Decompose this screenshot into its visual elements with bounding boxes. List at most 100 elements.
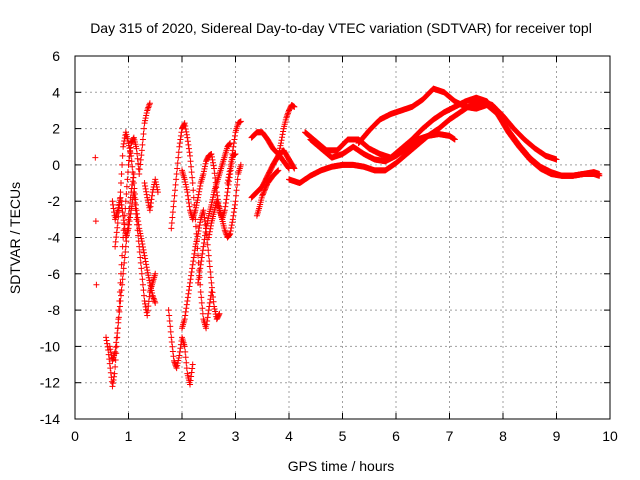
data-point-marker	[226, 232, 233, 239]
data-point-marker	[215, 311, 222, 318]
data-point-marker	[229, 147, 236, 154]
data-point-marker	[144, 267, 151, 274]
data-point-marker	[140, 246, 147, 253]
data-point-marker	[142, 255, 149, 262]
data-point-marker	[144, 307, 151, 314]
data-point-marker	[120, 212, 127, 219]
data-point-marker	[228, 222, 235, 229]
data-point-marker	[173, 365, 180, 372]
data-point-marker	[143, 261, 150, 268]
data-point-marker	[127, 150, 134, 157]
data-point-marker	[107, 369, 114, 376]
data-point-marker	[149, 292, 156, 299]
data-point-marker	[132, 201, 139, 208]
data-point-marker	[203, 321, 210, 328]
data-point-marker	[192, 223, 199, 230]
data-point-marker	[181, 176, 188, 183]
data-point-marker	[107, 346, 114, 353]
data-point-marker	[142, 115, 149, 122]
data-point-marker	[278, 137, 285, 144]
data-point-marker	[177, 136, 184, 143]
data-point-marker	[195, 194, 202, 201]
data-point-marker	[175, 357, 182, 364]
data-point-marker	[227, 227, 234, 234]
data-point-marker	[124, 227, 131, 234]
data-point-marker	[184, 192, 191, 199]
data-point-marker	[119, 152, 126, 159]
data-point-marker	[183, 305, 190, 312]
data-point-marker	[134, 210, 141, 217]
data-point-marker	[119, 276, 126, 283]
data-point-marker	[139, 243, 146, 250]
data-point-marker	[139, 241, 146, 248]
data-point-marker	[177, 345, 184, 352]
data-point-marker	[204, 314, 211, 321]
data-point-marker	[127, 200, 134, 207]
data-point-marker	[176, 143, 183, 150]
data-point-marker	[146, 279, 153, 286]
data-point-marker	[171, 359, 178, 366]
data-point-marker	[200, 168, 207, 175]
data-point-marker	[210, 194, 217, 201]
y-tick-labels: -14 -12 -10 -8 -6 -4 -2 0 2 4 6	[40, 48, 60, 427]
data-point-marker	[137, 254, 144, 261]
data-point-marker	[115, 319, 122, 326]
data-point-marker	[201, 165, 208, 172]
data-point-marker	[147, 284, 154, 291]
data-point-marker	[261, 186, 268, 193]
data-point-marker	[142, 258, 149, 265]
data-point-marker	[193, 235, 200, 242]
data-point-marker	[136, 225, 143, 232]
data-point-marker	[274, 167, 281, 174]
data-point-marker	[225, 174, 232, 181]
x-tick-label: 9	[553, 428, 561, 444]
data-point-marker	[198, 299, 205, 306]
data-point-marker	[115, 204, 122, 211]
data-point-marker	[222, 230, 229, 237]
data-point-marker	[187, 158, 194, 165]
data-point-marker	[207, 268, 214, 275]
data-point-marker	[124, 221, 131, 228]
data-point-marker	[150, 294, 157, 301]
data-point-marker	[185, 141, 192, 148]
data-point-marker	[206, 228, 213, 235]
data-point-marker	[145, 103, 152, 110]
data-point-marker	[176, 348, 183, 355]
data-point-marker	[113, 343, 120, 350]
data-point-marker	[139, 141, 146, 148]
data-point-marker	[144, 194, 151, 201]
data-point-marker	[152, 270, 159, 277]
data-point-marker	[142, 185, 149, 192]
data-point-marker	[154, 186, 161, 193]
data-point-marker	[144, 105, 151, 112]
data-point-marker	[112, 238, 119, 245]
data-point-marker	[126, 145, 133, 152]
x-axis-label: GPS time / hours	[288, 458, 395, 474]
data-point-marker	[212, 308, 219, 315]
data-point-marker	[141, 252, 148, 259]
data-point-marker	[128, 152, 135, 159]
data-point-marker	[182, 354, 189, 361]
data-point-marker	[151, 298, 158, 305]
data-point-marker	[142, 117, 149, 124]
data-point-marker	[147, 203, 154, 210]
y-tick-label: -14	[40, 411, 60, 427]
data-point-marker	[134, 155, 141, 162]
data-point-marker	[118, 170, 125, 177]
data-point-marker	[185, 287, 192, 294]
data-point-marker	[114, 219, 121, 226]
data-point-marker	[109, 383, 116, 390]
data-point-marker	[553, 156, 560, 163]
data-point-marker	[136, 249, 143, 256]
data-point-marker	[182, 312, 189, 319]
data-point-marker	[200, 210, 207, 217]
data-point-marker	[226, 171, 233, 178]
data-point-marker	[166, 312, 173, 319]
data-point-marker	[116, 303, 123, 310]
data-point-marker	[189, 365, 196, 372]
data-point-marker	[118, 198, 125, 205]
data-point-marker	[176, 140, 183, 147]
data-point-marker	[168, 219, 175, 226]
data-point-marker	[228, 225, 235, 232]
data-point-marker	[201, 214, 208, 221]
